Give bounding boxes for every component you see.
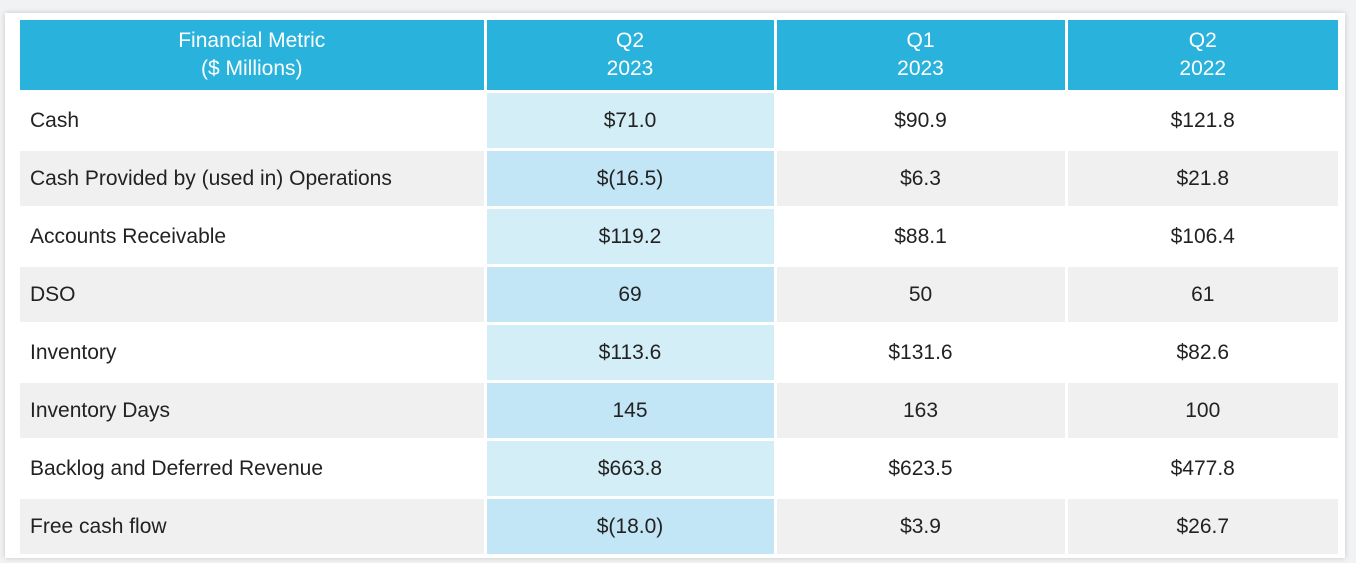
q2-2022-cell: $121.8 bbox=[1066, 90, 1338, 150]
header-line: ($ Millions) bbox=[200, 57, 303, 80]
metric-cell: Backlog and Deferred Revenue bbox=[20, 438, 487, 498]
metric-cell: Cash Provided by (used in) Operations bbox=[20, 148, 487, 208]
table-header-row: Financial Metric ($ Millions) Q2 2023 Q1… bbox=[20, 20, 1338, 92]
q2-2022-cell: $477.8 bbox=[1066, 438, 1338, 498]
q2-2023-cell: $(18.0) bbox=[485, 496, 777, 554]
table-row: Cash $71.0 $90.9 $121.8 bbox=[20, 90, 1338, 150]
header-q1-2023: Q1 2023 bbox=[775, 20, 1068, 92]
q1-2023-cell: $623.5 bbox=[775, 438, 1068, 498]
header-line: Financial Metric bbox=[178, 29, 326, 52]
q2-2022-cell: 100 bbox=[1066, 380, 1338, 440]
metric-cell: Free cash flow bbox=[20, 496, 487, 554]
table-row: Inventory Days 145 163 100 bbox=[20, 380, 1338, 440]
header-q2-2023: Q2 2023 bbox=[485, 20, 777, 92]
q2-2023-cell: $113.6 bbox=[485, 322, 777, 382]
q1-2023-cell: 50 bbox=[775, 264, 1068, 324]
q2-2023-cell: $119.2 bbox=[485, 206, 777, 266]
q1-2023-cell: $88.1 bbox=[775, 206, 1068, 266]
q2-2023-cell: 145 bbox=[485, 380, 777, 440]
table-row: Free cash flow $(18.0) $3.9 $26.7 bbox=[20, 496, 1338, 554]
metric-cell: Cash bbox=[20, 90, 487, 150]
q1-2023-cell: $3.9 bbox=[775, 496, 1068, 554]
q1-2023-cell: $131.6 bbox=[775, 322, 1068, 382]
header-line: Q1 bbox=[906, 29, 935, 52]
metric-cell: DSO bbox=[20, 264, 487, 324]
q2-2022-cell: $26.7 bbox=[1066, 496, 1338, 554]
header-q2-2022: Q2 2022 bbox=[1066, 20, 1338, 92]
q1-2023-cell: 163 bbox=[775, 380, 1068, 440]
slide-canvas: Financial Metric ($ Millions) Q2 2023 Q1… bbox=[5, 13, 1345, 558]
header-line: 2023 bbox=[897, 57, 944, 80]
header-line: 2022 bbox=[1179, 57, 1227, 80]
table-row: Inventory $113.6 $131.6 $82.6 bbox=[20, 322, 1338, 382]
q2-2022-cell: 61 bbox=[1066, 264, 1338, 324]
q2-2022-cell: $82.6 bbox=[1066, 322, 1338, 382]
metric-cell: Accounts Receivable bbox=[20, 206, 487, 266]
q2-2023-cell: 69 bbox=[485, 264, 777, 324]
q2-2023-cell: $663.8 bbox=[485, 438, 777, 498]
table-row: Backlog and Deferred Revenue $663.8 $623… bbox=[20, 438, 1338, 498]
table-row: Cash Provided by (used in) Operations $(… bbox=[20, 148, 1338, 208]
q2-2023-cell: $(16.5) bbox=[485, 148, 777, 208]
header-line: Q2 bbox=[1188, 29, 1217, 52]
metric-cell: Inventory Days bbox=[20, 380, 487, 440]
financial-metrics-table: Financial Metric ($ Millions) Q2 2023 Q1… bbox=[20, 20, 1338, 554]
header-line: Q2 bbox=[615, 29, 644, 52]
header-line: 2023 bbox=[606, 57, 654, 80]
table-row: DSO 69 50 61 bbox=[20, 264, 1338, 324]
q2-2022-cell: $106.4 bbox=[1066, 206, 1338, 266]
metric-cell: Inventory bbox=[20, 322, 487, 382]
header-financial-metric: Financial Metric ($ Millions) bbox=[20, 20, 487, 92]
q2-2023-cell: $71.0 bbox=[485, 90, 777, 150]
table-row: Accounts Receivable $119.2 $88.1 $106.4 bbox=[20, 206, 1338, 266]
q1-2023-cell: $90.9 bbox=[775, 90, 1068, 150]
q1-2023-cell: $6.3 bbox=[775, 148, 1068, 208]
q2-2022-cell: $21.8 bbox=[1066, 148, 1338, 208]
